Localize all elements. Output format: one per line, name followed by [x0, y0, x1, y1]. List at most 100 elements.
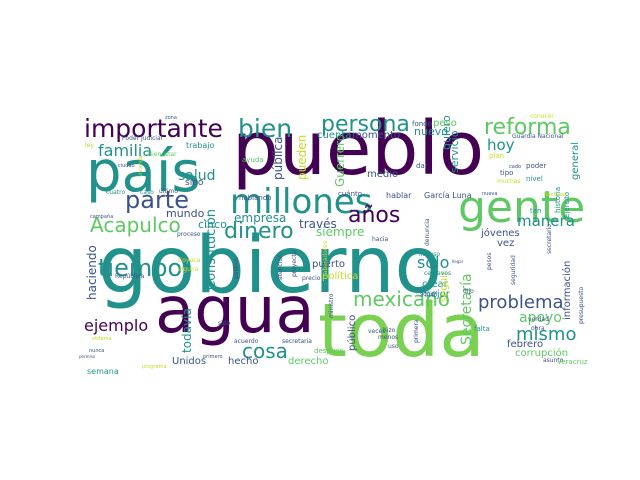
cloud-word: apoyo: [519, 310, 562, 326]
cloud-word: ministro: [328, 293, 335, 318]
cloud-word: toda: [318, 288, 485, 374]
cloud-word: primero: [203, 354, 223, 360]
cloud-word: tan: [530, 207, 541, 215]
cloud-word: todavía: [180, 308, 194, 353]
cloud-word: reforma: [484, 115, 571, 140]
cloud-word: hecho: [228, 356, 258, 367]
cloud-word: Veracruz: [557, 358, 588, 366]
cloud-word: Nacional: [544, 192, 566, 198]
cloud-word: social: [420, 291, 437, 298]
cloud-word: Bienestar: [148, 151, 177, 158]
cloud-word: historia: [554, 187, 562, 213]
cloud-word: Secretaría: [459, 273, 475, 345]
cloud-word: semana: [87, 367, 119, 376]
cloud-word: dinero: [224, 219, 294, 244]
cloud-word: importante: [84, 114, 223, 143]
cloud-word: Constitución: [204, 209, 219, 290]
cloud-word: persona: [321, 112, 410, 137]
cloud-word: García Luna: [424, 191, 472, 200]
cloud-word: cinco: [198, 218, 227, 231]
cloud-word: permiso: [79, 354, 96, 359]
cloud-word: vivienda: [138, 156, 144, 177]
cloud-word: conocer: [530, 113, 554, 120]
cloud-word: Poder Judicial: [122, 135, 163, 142]
cloud-word: gobierno: [98, 221, 442, 311]
cloud-word: sido: [218, 320, 231, 327]
cloud-word: mexicano: [353, 287, 450, 311]
cloud-word: años: [348, 203, 400, 228]
cloud-word: puerto: [312, 259, 345, 270]
cloud-word: país: [86, 140, 201, 205]
cloud-word: poder: [526, 162, 546, 170]
cloud-word: después: [314, 347, 344, 355]
cloud-word: haciendo: [85, 245, 99, 300]
cloud-word: uso: [388, 343, 399, 350]
cloud-word: siempre: [316, 225, 364, 239]
cloud-word: secretario: [546, 224, 553, 254]
cloud-word: verdad: [528, 316, 549, 323]
cloud-word: nivel: [526, 175, 543, 183]
cloud-word: denuncia: [424, 218, 431, 246]
cloud-word: mundo: [166, 207, 205, 220]
cloud-word: Ejército: [563, 192, 571, 218]
cloud-word: nuevo: [414, 125, 448, 138]
cloud-word: pesos: [486, 253, 493, 270]
cloud-word: primera: [413, 319, 420, 343]
cloud-word: plan: [489, 152, 504, 160]
cloud-word: llegar: [452, 259, 464, 264]
cloud-word: agua: [155, 274, 315, 348]
cloud-word: campaña: [90, 214, 113, 220]
cloud-word: salud: [178, 168, 216, 184]
cloud-word: vez: [497, 238, 514, 249]
cloud-word: fondo: [412, 120, 432, 128]
cloud-word: veces: [368, 328, 385, 335]
cloud-word: información: [561, 261, 573, 320]
cloud-word: sino: [185, 178, 204, 188]
cloud-word: general: [570, 142, 581, 180]
cloud-word: República: [115, 273, 145, 280]
cloud-word: muchas: [497, 178, 521, 185]
cloud-word: presupuesto: [578, 286, 585, 324]
cloud-word: trabajadores: [322, 241, 329, 279]
cloud-word: caso: [140, 189, 154, 196]
cloud-word: crear: [422, 279, 449, 290]
cloud-word: mejor: [421, 289, 451, 300]
cloud-word: proyecto: [291, 250, 298, 277]
cloud-word: nueva: [482, 191, 497, 197]
cloud-word: sistema: [92, 336, 112, 342]
cloud-word: tiempo: [98, 254, 182, 282]
cloud-word: ciudad: [118, 163, 135, 169]
cloud-word: servicio: [448, 130, 461, 173]
cloud-word: cuenta: [317, 130, 351, 141]
cloud-word: nunca: [89, 348, 104, 354]
cloud-word: seguridad: [510, 255, 517, 285]
cloud-word: Guerrero: [333, 134, 347, 187]
cloud-word: cuatro: [106, 189, 125, 196]
cloud-word: corrupción: [515, 347, 568, 359]
cloud-word: parte: [125, 186, 189, 214]
cloud-word: hacia: [372, 236, 388, 243]
cloud-word: dar: [416, 162, 428, 170]
cloud-word: hablando: [239, 194, 272, 202]
cloud-word: secretaria: [282, 338, 312, 345]
cloud-word: manera: [517, 212, 575, 230]
cloud-word: febrero: [507, 339, 543, 350]
cloud-word: trabajo: [186, 141, 215, 150]
cloud-word: Guardia Nacional: [512, 133, 564, 140]
cloud-word: incluso: [419, 251, 440, 258]
cloud-word: política: [322, 270, 358, 282]
cloud-word: Acapulco: [90, 213, 181, 237]
cloud-word: tipo: [500, 169, 513, 177]
cloud-word: través: [299, 217, 337, 231]
cloud-word: ayuda: [242, 156, 264, 164]
cloud-word: centavos: [424, 270, 451, 277]
cloud-word: quiero: [440, 115, 453, 150]
cloud-word: mismo: [516, 324, 576, 345]
cloud-word: programa: [142, 364, 166, 370]
cloud-word: jóvenes: [480, 227, 520, 239]
cloud-word: menos: [378, 334, 398, 341]
cloud-word: gente: [458, 182, 585, 233]
cloud-word: ley: [85, 142, 94, 149]
cloud-word: empresa: [234, 211, 286, 225]
